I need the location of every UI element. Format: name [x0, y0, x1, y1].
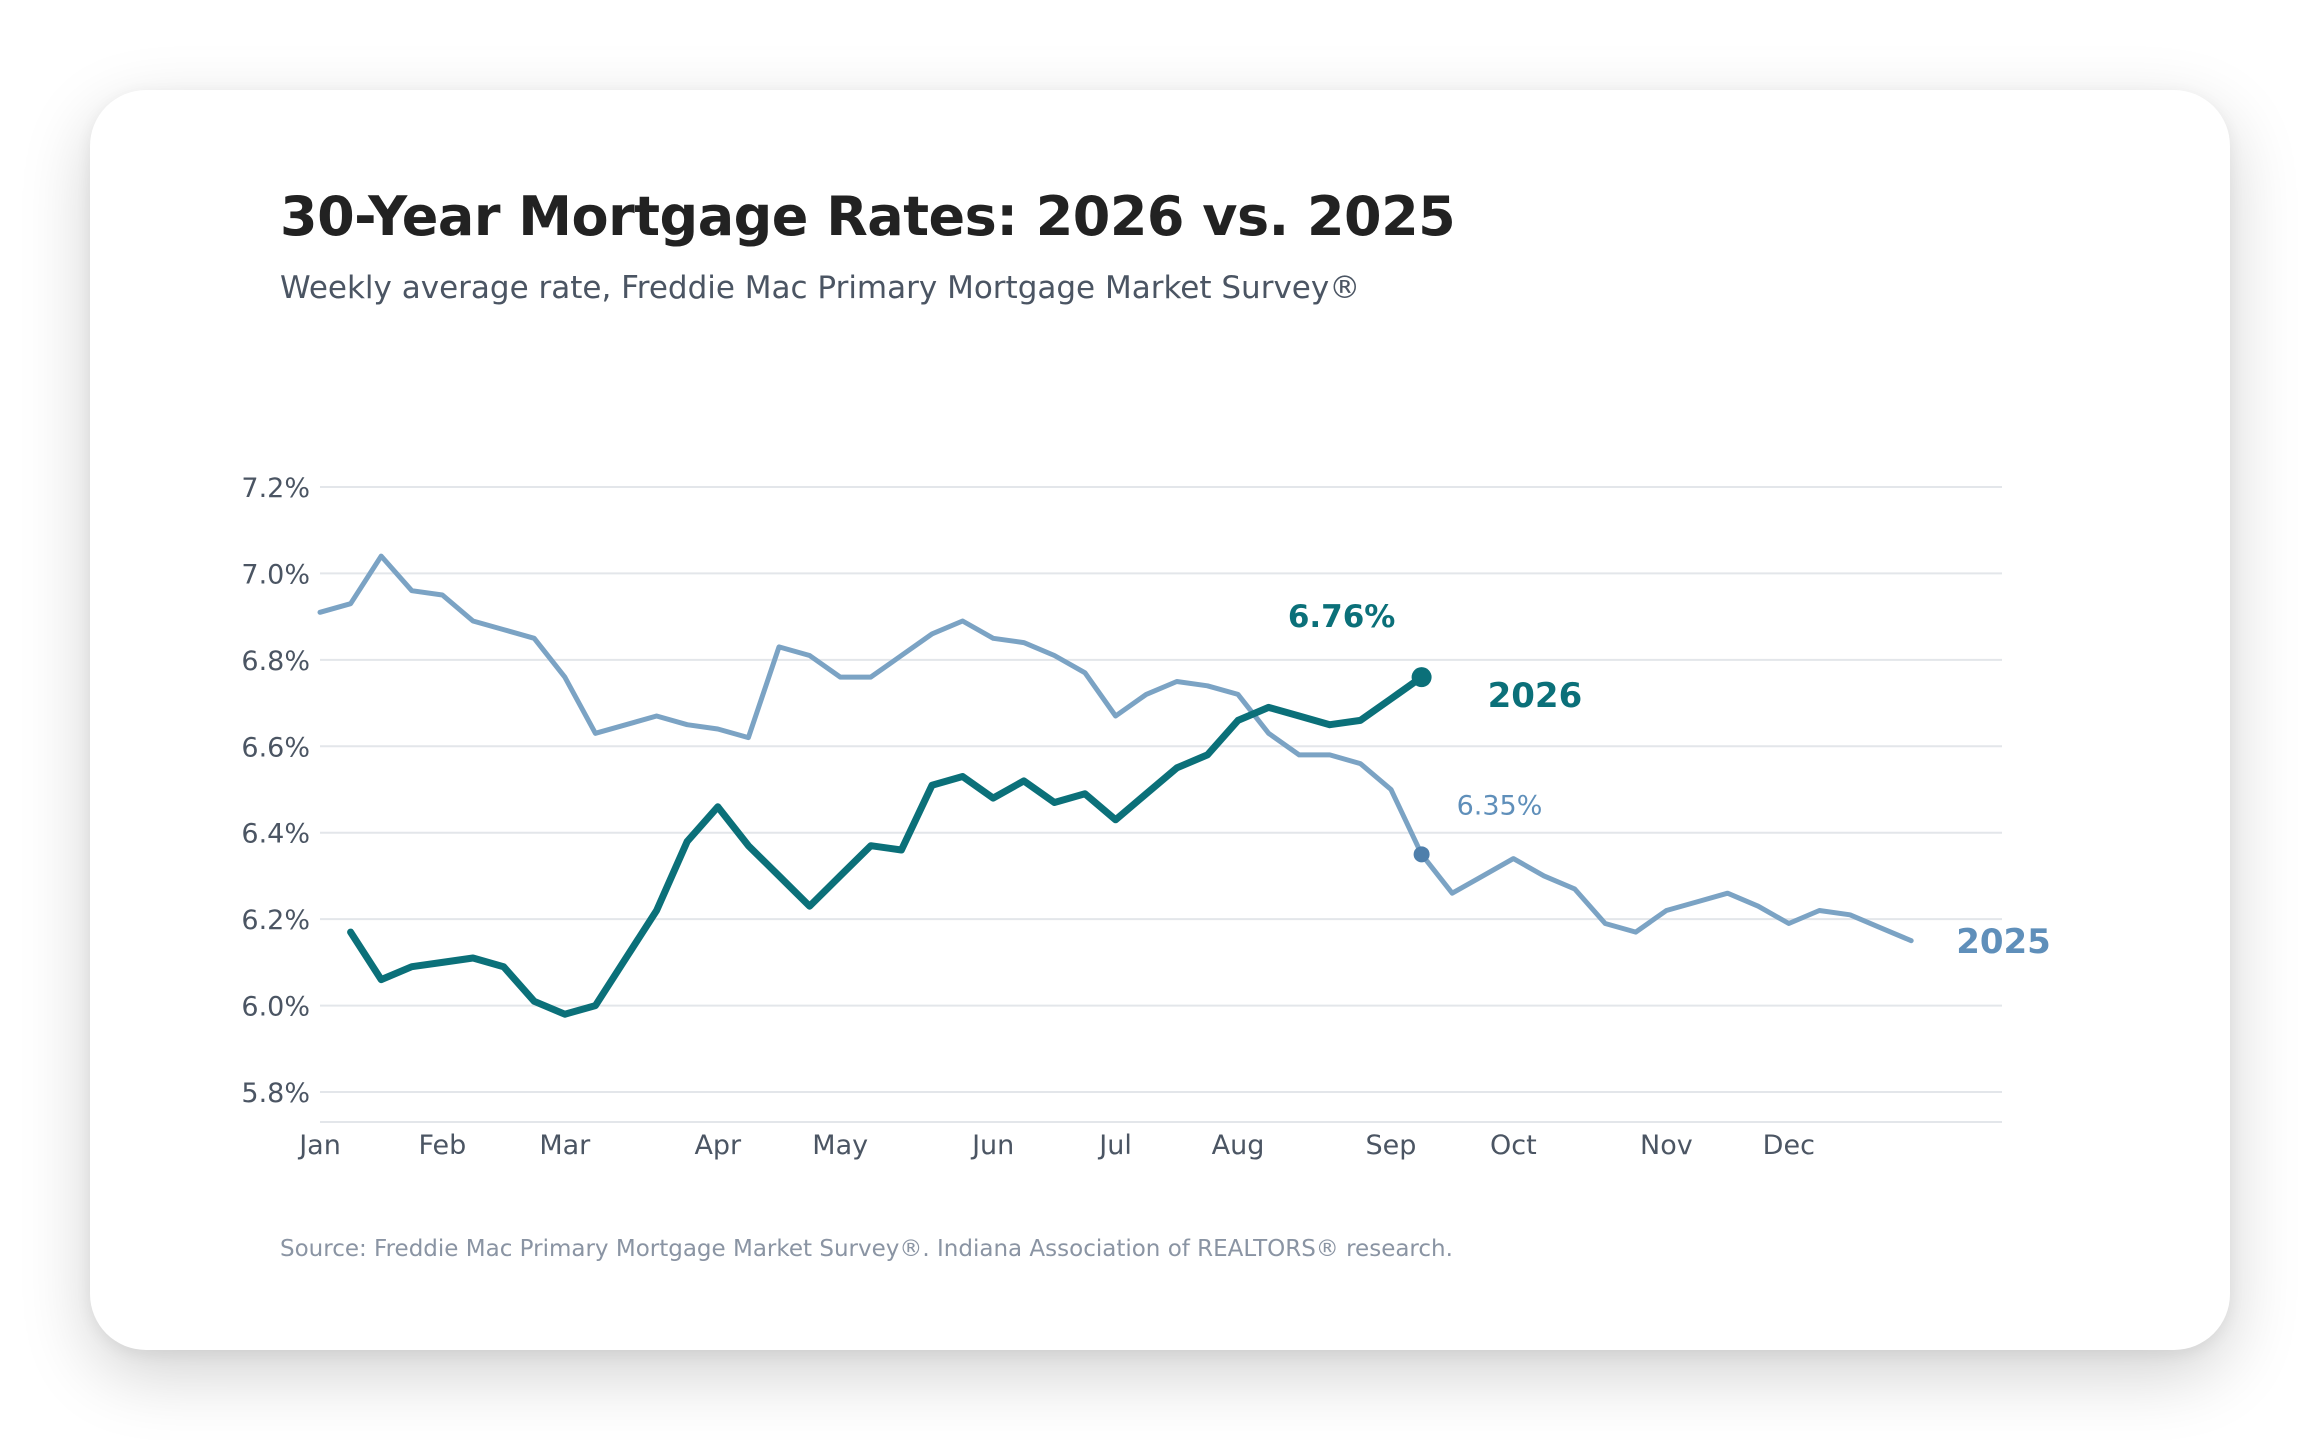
y-tick-label: 7.2% [241, 473, 310, 504]
x-tick-label: Nov [1640, 1130, 1693, 1161]
y-tick-label: 7.0% [241, 559, 310, 590]
series-label-2026: 2026 [1488, 676, 1583, 716]
series-line-2026 [347, 673, 1426, 1018]
chart-subtitle: Weekly average rate, Freddie Mac Primary… [280, 270, 1361, 306]
x-tick-label: Mar [539, 1130, 591, 1161]
x-tick-label: Jan [297, 1130, 341, 1161]
value-label-2026: 6.76% [1288, 599, 1396, 635]
value-label-2025: 6.35% [1457, 790, 1543, 821]
y-tick-label: 6.0% [241, 992, 310, 1023]
y-tick-label: 6.2% [241, 905, 310, 936]
chart-title: 30-Year Mortgage Rates: 2026 vs. 2025 [280, 185, 1456, 248]
x-tick-label: Oct [1490, 1130, 1537, 1161]
x-tick-label: Jun [970, 1130, 1014, 1161]
x-tick-label: Dec [1763, 1130, 1815, 1161]
x-tick-label: Sep [1366, 1130, 1417, 1161]
source-note: Source: Freddie Mac Primary Mortgage Mar… [280, 1236, 1453, 1262]
chart-card [90, 90, 2230, 1350]
series-marker-2025 [1413, 846, 1430, 863]
x-tick-label: May [812, 1130, 868, 1161]
series-label-2025: 2025 [1956, 922, 2051, 962]
series-marker-2026 [1411, 667, 1432, 688]
y-tick-label: 6.6% [241, 732, 310, 763]
series-line-2025 [317, 553, 1914, 944]
x-tick-label: Jul [1097, 1130, 1132, 1161]
x-tick-label: Aug [1212, 1130, 1265, 1161]
y-tick-label: 6.8% [241, 646, 310, 677]
x-tick-label: Feb [418, 1130, 466, 1161]
y-tick-label: 5.8% [241, 1078, 310, 1109]
x-tick-label: Apr [694, 1130, 742, 1161]
y-tick-label: 6.4% [241, 819, 310, 850]
